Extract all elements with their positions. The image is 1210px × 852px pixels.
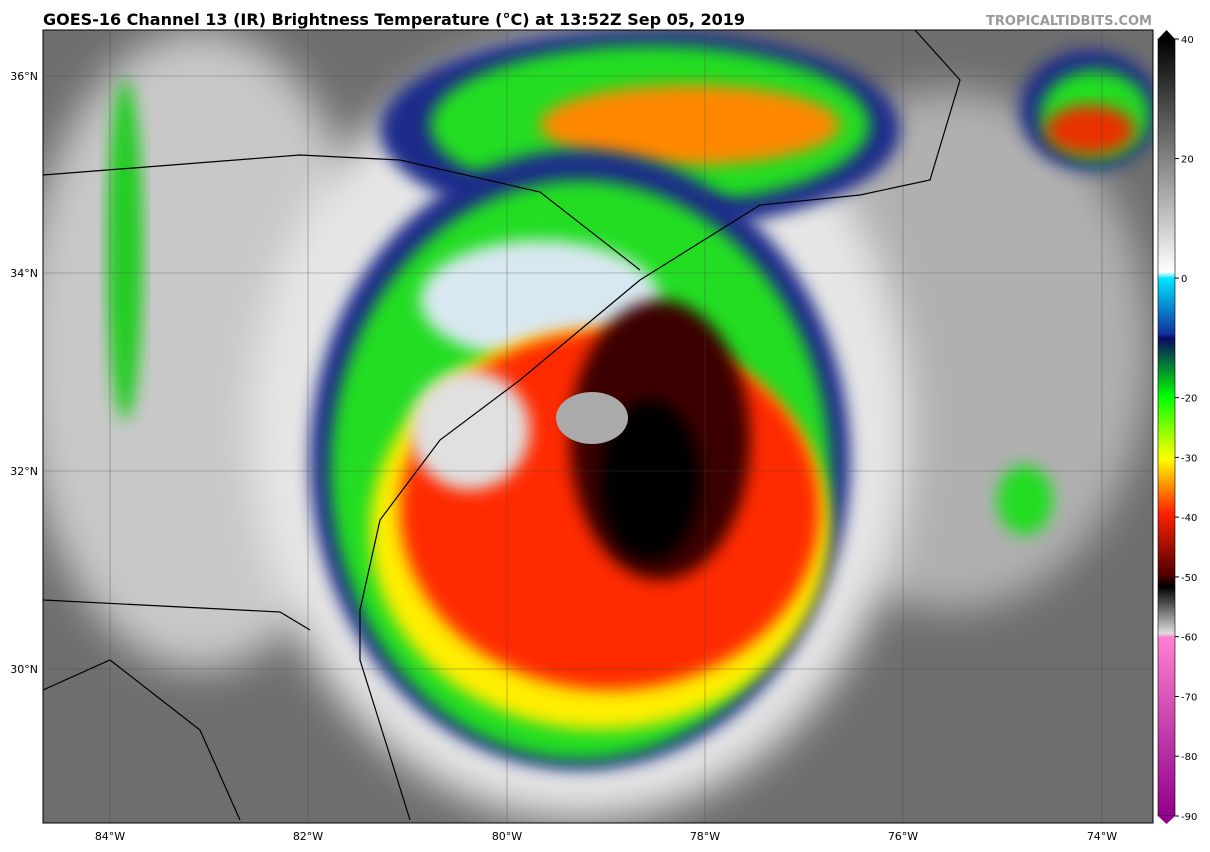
colorbar-tick-label: -30	[1181, 453, 1197, 464]
colorbar-tick-label: -50	[1181, 573, 1197, 584]
colorbar-tick-label: -70	[1181, 692, 1197, 703]
watermark: TROPICALTIDBITS.COM	[986, 14, 1152, 29]
colorbar-tick-label: 40	[1181, 35, 1194, 46]
latitude-label: 34°N	[10, 267, 38, 280]
colorbar-tick-label: -40	[1181, 513, 1197, 524]
colorbar-arrow	[1158, 30, 1175, 39]
latitude-label: 30°N	[10, 663, 38, 676]
colorbar-tick-label: -60	[1181, 633, 1197, 644]
colorbar-tick-label: -20	[1181, 394, 1197, 405]
longitude-label: 76°W	[888, 830, 918, 843]
title: GOES-16 Channel 13 (IR) Brightness Tempe…	[43, 10, 745, 29]
satellite-image	[43, 30, 1153, 823]
longitude-label: 74°W	[1087, 830, 1117, 843]
colorbar	[1157, 38, 1176, 817]
latitude-label: 36°N	[10, 70, 38, 83]
longitude-label: 78°W	[690, 830, 720, 843]
longitude-label: 84°W	[95, 830, 125, 843]
colorbar-tick-label: -90	[1181, 812, 1197, 823]
map-frame	[42, 29, 1154, 824]
colorbar-arrow	[1158, 816, 1175, 824]
longitude-label: 82°W	[293, 830, 323, 843]
longitude-label: 80°W	[492, 830, 522, 843]
colorbar-tick-label: 20	[1181, 155, 1194, 166]
colorbar-tick-label: 0	[1181, 274, 1187, 285]
latitude-label: 32°N	[10, 465, 38, 478]
colorbar-tick-label: -80	[1181, 752, 1197, 763]
